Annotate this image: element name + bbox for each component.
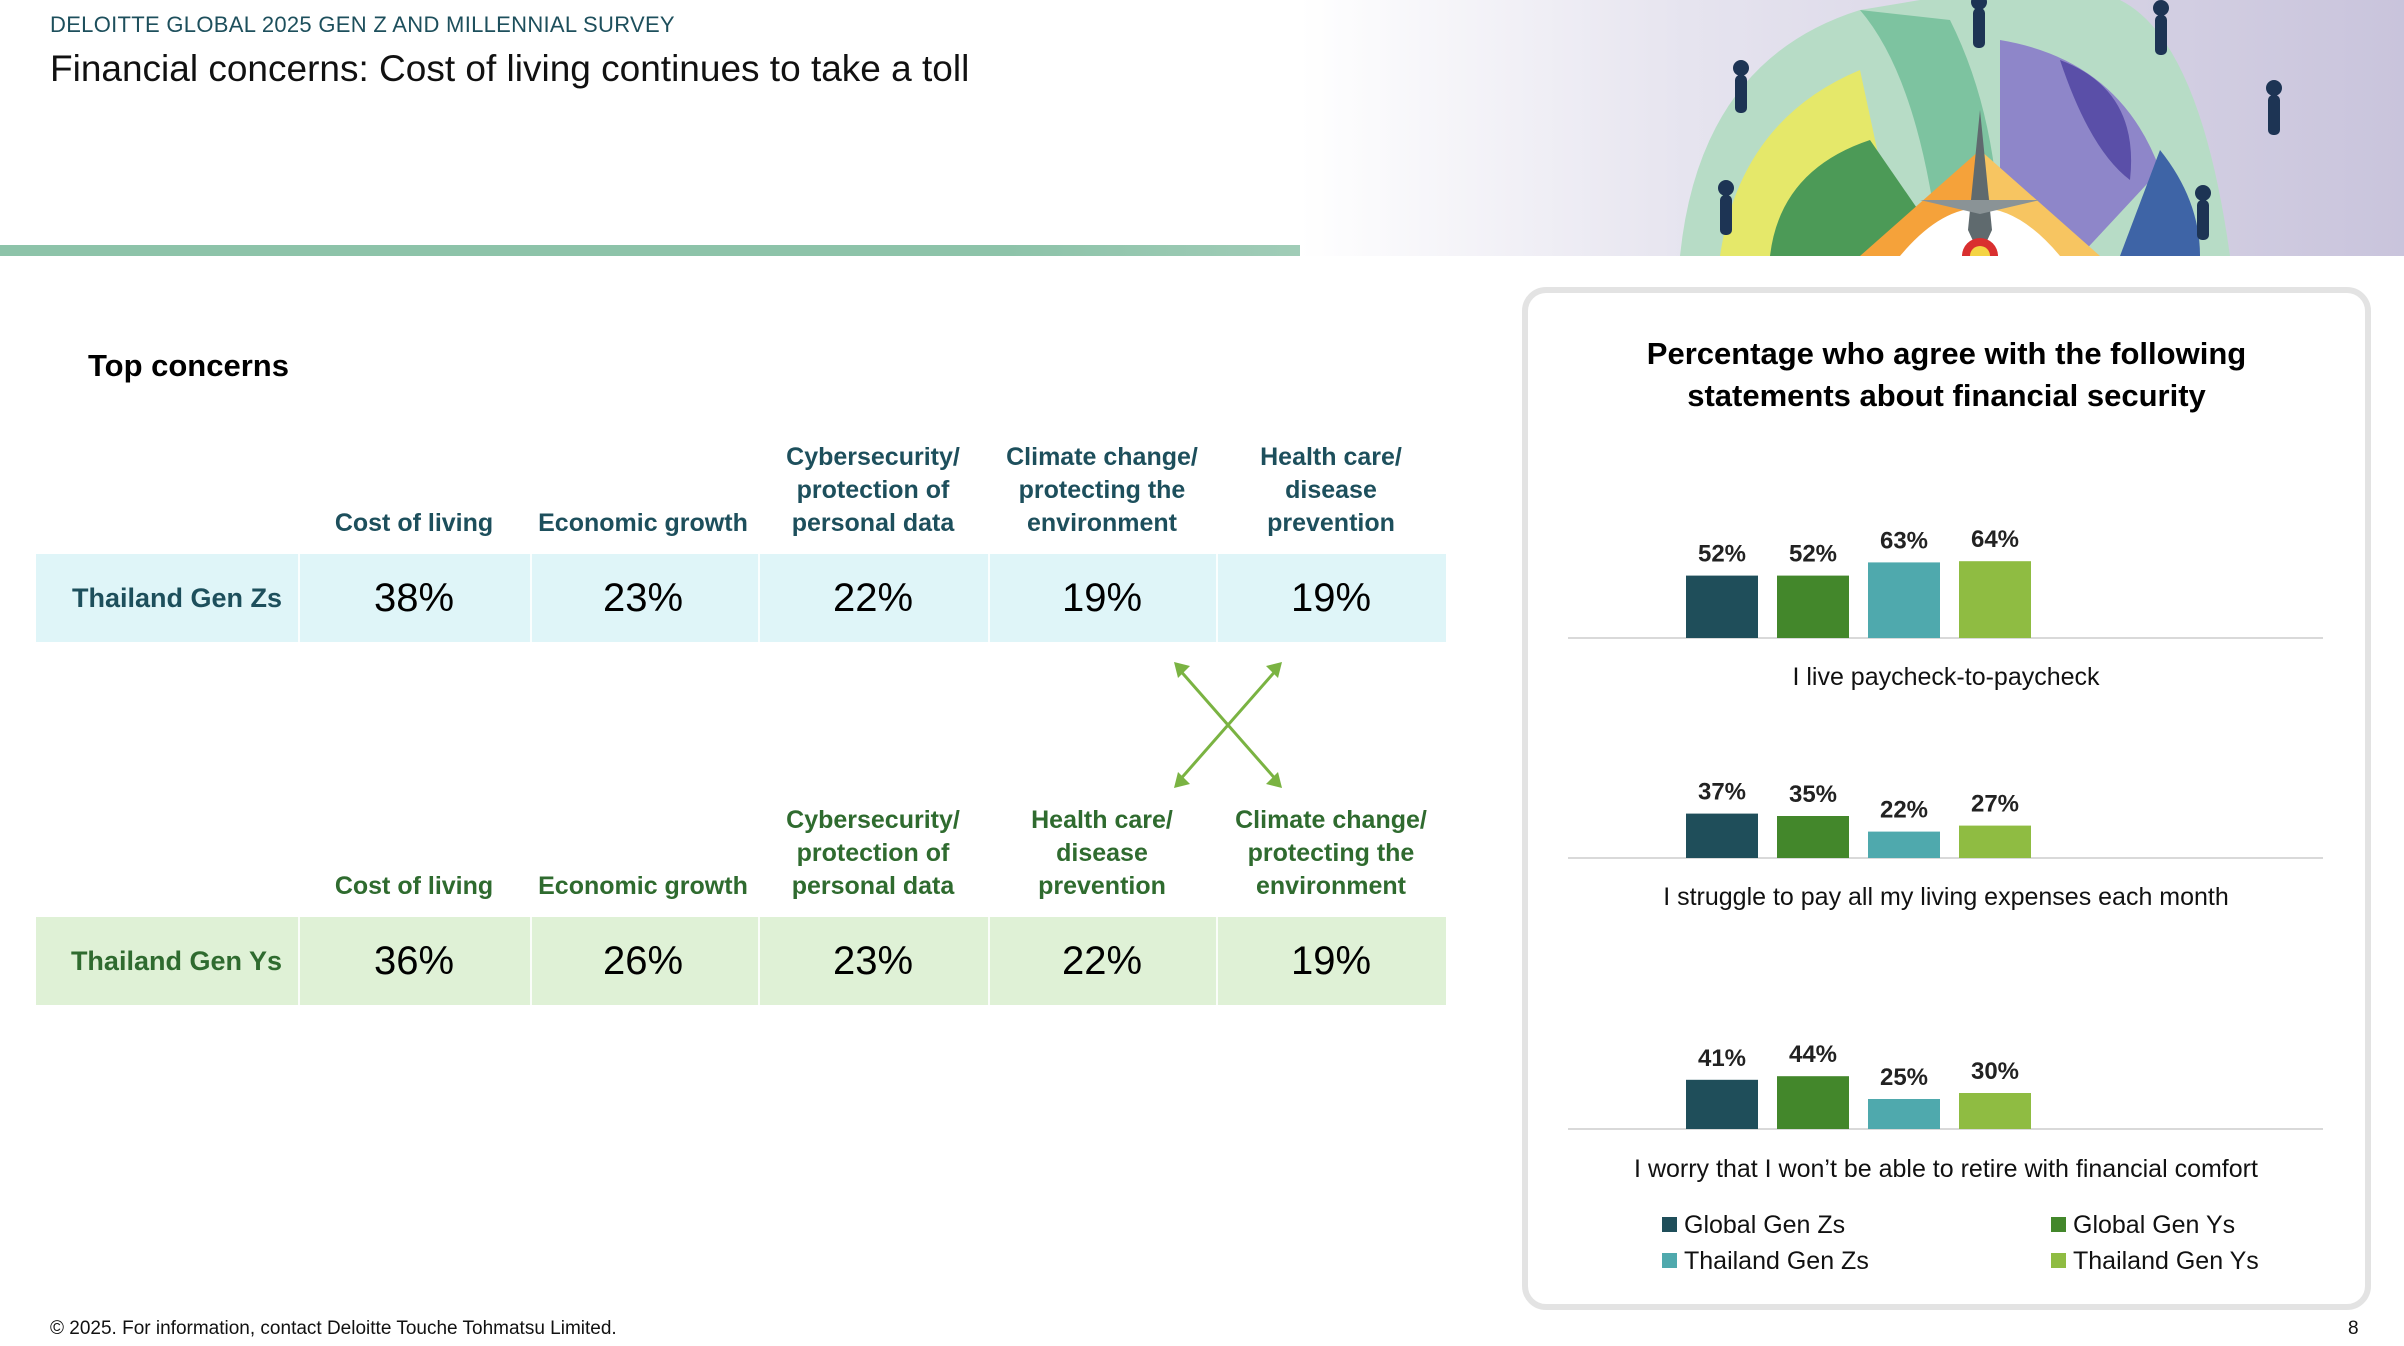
gen-ys-header-row: Cost of living Economic growth Cybersecu…	[36, 803, 1446, 903]
chart-data-label: 35%	[1789, 781, 1837, 808]
gen-zs-col-header: Health care/ disease prevention	[1260, 443, 1402, 537]
row-divider	[988, 554, 990, 642]
gen-zs-value-row: Thailand Gen Zs 38% 23% 22% 19% 19%	[36, 554, 1446, 642]
gen-ys-col-header: Economic growth	[538, 872, 748, 900]
row-divider	[298, 917, 300, 1005]
header-illustration	[1300, 0, 2404, 256]
gen-ys-col-header: Climate change/ protecting the environme…	[1235, 806, 1427, 900]
chart-bar	[1777, 816, 1849, 858]
gen-ys-col-header: Cost of living	[334, 872, 494, 900]
gen-zs-col-header: Cybersecurity/ protection of personal da…	[786, 443, 960, 537]
row-divider	[758, 917, 760, 1005]
gen-ys-value: 23%	[832, 938, 914, 983]
chart-title: Percentage who agree with the following …	[1646, 336, 2247, 413]
chart-data-label: 63%	[1880, 527, 1928, 554]
row-divider	[298, 554, 300, 642]
chart-data-label: 44%	[1789, 1041, 1837, 1068]
gen-ys-concerns-table: Cost of living Economic growth Cybersecu…	[36, 783, 1446, 1005]
chart-bar	[1868, 831, 1940, 858]
chart-data-label: 22%	[1880, 797, 1928, 824]
chart-data-label: 52%	[1789, 541, 1837, 568]
chart-category-label: I struggle to pay all my living expenses…	[1663, 883, 2229, 911]
gen-ys-value: 22%	[1061, 938, 1143, 983]
financial-security-panel: Percentage who agree with the following …	[1522, 287, 2371, 1310]
header-band: DELOITTE GLOBAL 2025 GEN Z AND MILLENNIA…	[0, 0, 2404, 256]
row-divider	[530, 917, 532, 1005]
gen-ys-value-row: Thailand Gen Ys 36% 26% 23% 22% 19%	[36, 917, 1446, 1005]
page-number: 8	[2348, 1318, 2359, 1339]
gen-zs-value: 19%	[1290, 575, 1372, 620]
gen-ys-value: 36%	[373, 938, 455, 983]
footer-note: © 2025. For information, contact Deloitt…	[50, 1318, 617, 1339]
chart-category-label: I live paycheck-to-paycheck	[1792, 663, 2100, 691]
gen-zs-value: 22%	[832, 575, 914, 620]
gen-ys-row-label: Thailand Gen Ys	[70, 945, 282, 976]
chart-bar	[1686, 575, 1758, 638]
chart-bar	[1686, 813, 1758, 858]
gen-zs-col-header: Climate change/ protecting the environme…	[1006, 443, 1198, 537]
chart-bar	[1868, 562, 1940, 638]
chart-bar	[1959, 825, 2031, 858]
gen-zs-row-label: Thailand Gen Zs	[71, 582, 282, 613]
legend-swatch	[2051, 1253, 2066, 1268]
swap-arrow-heads	[1174, 662, 1282, 788]
legend-label: Global Gen Ys	[2073, 1211, 2235, 1239]
chart-bar	[1959, 561, 2031, 638]
chart-data-label: 41%	[1698, 1045, 1746, 1072]
gen-ys-value: 19%	[1290, 938, 1372, 983]
row-divider	[758, 554, 760, 642]
financial-security-chart: 52% 52% 63% 64% I live paycheck-to-paycheck 3…	[1568, 526, 2323, 1275]
gen-ys-value: 26%	[602, 938, 684, 983]
gen-zs-value: 38%	[373, 575, 455, 620]
row-divider	[988, 917, 990, 1005]
chart-data-label: 52%	[1698, 541, 1746, 568]
swap-arrow-lines	[1176, 667, 1280, 783]
chart-bar	[1959, 1093, 2031, 1129]
gen-zs-col-header: Cost of living	[334, 509, 494, 537]
gen-ys-col-header: Health care/ disease prevention	[1031, 806, 1173, 900]
chart-data-label: 27%	[1971, 791, 2019, 818]
page-title: Financial concerns: Cost of living conti…	[50, 48, 970, 89]
legend-swatch	[2051, 1217, 2066, 1232]
gen-zs-header-row: Cost of living Economic growth Cybersecu…	[36, 440, 1446, 540]
gen-ys-col-header: Cybersecurity/ protection of personal da…	[786, 806, 960, 900]
legend-label: Thailand Gen Zs	[1684, 1247, 1869, 1275]
legend-label: Thailand Gen Ys	[2073, 1247, 2259, 1275]
legend-label: Global Gen Zs	[1684, 1211, 1845, 1239]
row-divider	[1216, 917, 1218, 1005]
row-divider	[1216, 554, 1218, 642]
chart-bar	[1868, 1099, 1940, 1129]
chart-bar	[1777, 1076, 1849, 1129]
section-title: Top concerns	[88, 348, 289, 383]
chart-bar	[1686, 1079, 1758, 1129]
chart-data-label: 64%	[1971, 526, 2019, 553]
header-divider	[0, 245, 1680, 256]
gen-zs-value: 23%	[602, 575, 684, 620]
chart-data-label: 37%	[1698, 779, 1746, 806]
gen-zs-concerns-table: Cost of living Economic growth Cybersecu…	[36, 420, 1446, 642]
legend-swatch	[1662, 1253, 1677, 1268]
survey-label: DELOITTE GLOBAL 2025 GEN Z AND MILLENNIA…	[50, 12, 675, 37]
gen-zs-col-header: Economic growth	[538, 509, 748, 537]
chart-data-label: 30%	[1971, 1058, 2019, 1085]
chart-bar	[1777, 575, 1849, 638]
gen-zs-value: 19%	[1061, 575, 1143, 620]
swap-arrows-icon	[1174, 662, 1282, 788]
chart-data-label: 25%	[1880, 1064, 1928, 1091]
row-divider	[530, 554, 532, 642]
chart-category-label: I worry that I won’t be able to retire w…	[1634, 1155, 2258, 1183]
legend-swatch	[1662, 1217, 1677, 1232]
